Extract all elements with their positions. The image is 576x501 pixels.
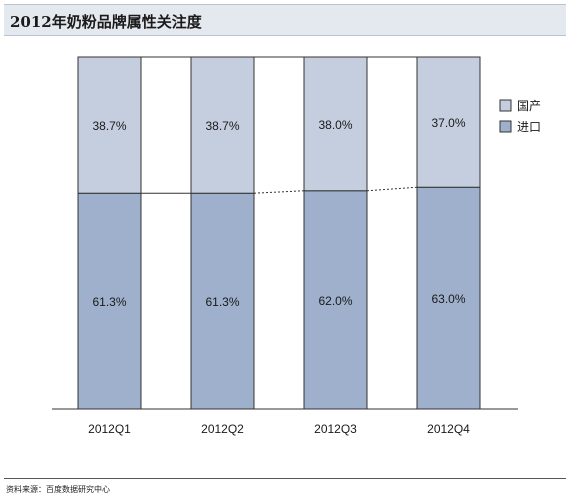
bar-imported-2012Q2	[190, 192, 255, 410]
data-label-domestic-2012Q3: 38.0%	[318, 118, 352, 132]
bar-imported-2012Q4	[416, 186, 481, 410]
series-connector-2	[253, 190, 305, 194]
data-label-domestic-2012Q1: 38.7%	[92, 119, 126, 133]
title-bar: 2012年奶粉品牌属性关注度	[4, 4, 566, 36]
data-label-domestic-2012Q4: 37.0%	[431, 116, 465, 130]
bar-domestic-2012Q2	[190, 56, 255, 194]
chart-area: 61.3% 38.7% 2012Q1 61.3% 38.7% 2012Q2 62.0% 38.…	[52, 56, 541, 436]
data-label-imported-2012Q3: 62.0%	[318, 294, 352, 308]
bar-domestic-2012Q4	[416, 56, 481, 188]
bar-domestic-2012Q3	[303, 56, 368, 192]
source-note: 资料来源：百度数据研究中心	[6, 485, 110, 494]
data-label-imported-2012Q4: 63.0%	[431, 292, 465, 306]
series-connector-3	[366, 186, 418, 192]
legend-swatch-1	[499, 120, 512, 133]
legend-label-1: 进口	[517, 120, 541, 134]
data-label-imported-2012Q1: 61.3%	[92, 295, 126, 309]
data-label-imported-2012Q2: 61.3%	[205, 295, 239, 309]
x-tick-label-2012Q3: 2012Q3	[314, 422, 357, 436]
legend-label-0: 国产	[517, 99, 541, 113]
bar-imported-2012Q1	[77, 192, 142, 410]
x-tick-label-2012Q2: 2012Q2	[201, 422, 244, 436]
legend-swatch-0	[499, 99, 512, 112]
bar-imported-2012Q3	[303, 190, 368, 410]
data-label-domestic-2012Q2: 38.7%	[205, 119, 239, 133]
x-tick-label-2012Q1: 2012Q1	[88, 422, 131, 436]
chart-title: 2012年奶粉品牌属性关注度	[10, 13, 202, 31]
bar-domestic-2012Q1	[77, 56, 142, 194]
x-tick-label-2012Q4: 2012Q4	[427, 422, 470, 436]
source-divider	[4, 478, 566, 479]
